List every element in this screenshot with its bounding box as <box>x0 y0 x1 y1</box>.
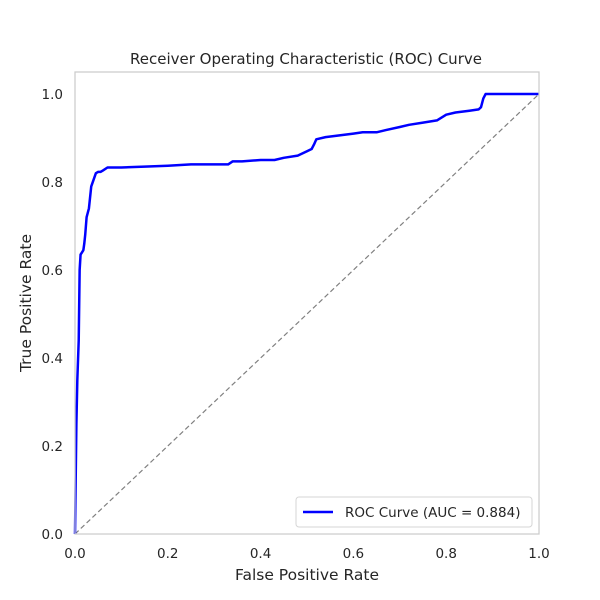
y-tick-label: 0.6 <box>42 263 63 279</box>
x-tick-label: 0.8 <box>435 546 456 562</box>
y-tick-label: 0.0 <box>42 527 63 543</box>
y-tick-labels: 0.0 0.2 0.4 0.6 0.8 1.0 <box>42 87 63 543</box>
plot-area <box>75 72 539 534</box>
legend-box <box>295 496 533 528</box>
curves-layer <box>73 92 540 535</box>
y-tick-label: 0.4 <box>42 351 63 367</box>
y-axis-label: True Positive Rate <box>17 234 35 373</box>
y-tick-label: 0.8 <box>42 175 63 191</box>
y-tick-label: 1.0 <box>42 87 63 103</box>
legend: ROC Curve (AUC = 0.884) <box>295 496 533 528</box>
roc-curve-line <box>73 92 539 535</box>
x-tick-label: 0.4 <box>250 546 271 562</box>
x-axis-label: False Positive Rate <box>235 566 379 584</box>
x-tick-label: 0.2 <box>157 546 178 562</box>
legend-label-roc: ROC Curve (AUC = 0.884) <box>345 505 520 521</box>
chart-title: Receiver Operating Characteristic (ROC) … <box>130 50 482 68</box>
x-tick-label: 0.6 <box>343 546 364 562</box>
y-tick-label: 0.2 <box>42 439 63 455</box>
chance-diagonal-line <box>74 93 540 535</box>
plot-frame <box>74 71 540 535</box>
x-tick-label: 0.0 <box>64 546 85 562</box>
x-tick-labels: 0.0 0.2 0.4 0.6 0.8 1.0 <box>64 546 549 562</box>
x-tick-label: 1.0 <box>528 546 549 562</box>
